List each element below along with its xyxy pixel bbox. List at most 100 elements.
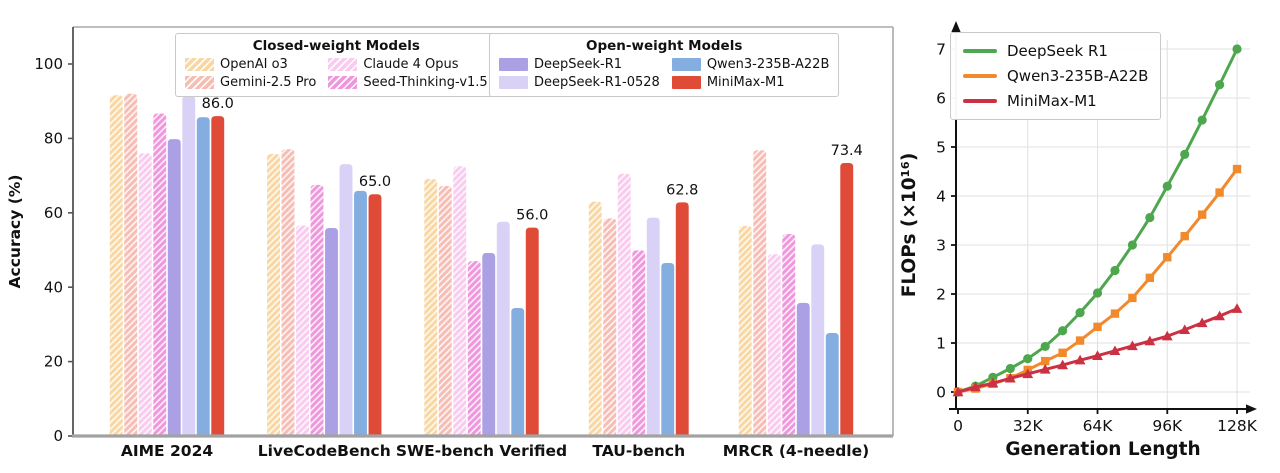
- legend-label: DeepSeek-R1-0528: [534, 75, 660, 90]
- legend-closed-weight-models: Closed-weight Models OpenAI o3 Claude 4 O…: [175, 33, 498, 97]
- marker-triangle: [1161, 330, 1173, 341]
- legend-open-weight-models: Open-weight Models DeepSeek-R1 Qwen3-235B…: [489, 33, 840, 97]
- x-axis-label: Generation Length: [1005, 439, 1200, 460]
- marker-circle: [1197, 115, 1207, 125]
- bar: [182, 95, 196, 436]
- y-tick-label: 80: [44, 130, 63, 148]
- x-tick-label: 96K: [1152, 417, 1183, 435]
- marker-triangle: [1144, 335, 1156, 346]
- y-tick-label: 0: [936, 383, 946, 401]
- bar: [467, 261, 481, 436]
- bar: [825, 332, 839, 436]
- marker-circle: [1075, 308, 1085, 318]
- bar: [525, 227, 539, 436]
- legend-item: Claude 4 Opus: [328, 57, 487, 72]
- marker-circle: [1110, 265, 1120, 276]
- marker-square: [1075, 336, 1085, 345]
- bar-value-label: 65.0: [359, 174, 391, 190]
- bar-value-label: 73.4: [831, 143, 863, 159]
- y-tick-label: 7: [936, 40, 946, 58]
- legend-item: DeepSeek-R1: [499, 57, 660, 72]
- bars-group: [109, 93, 854, 437]
- legend-label: OpenAI o3: [220, 57, 288, 72]
- legend-swatch: [328, 58, 358, 71]
- bar: [782, 234, 796, 436]
- marker-square: [1058, 348, 1067, 357]
- marker-square: [1197, 210, 1207, 219]
- bar: [588, 201, 602, 436]
- line-series: [952, 303, 1243, 397]
- bar: [310, 184, 324, 436]
- bar: [211, 116, 225, 436]
- y-tick-label: 1: [936, 334, 946, 352]
- legend-label: MiniMax-M1: [706, 75, 785, 90]
- marker-triangle: [1004, 372, 1016, 383]
- legend-item: MiniMax-M1: [671, 75, 830, 90]
- marker-triangle: [1179, 324, 1191, 334]
- bar-value-label: 56.0: [516, 208, 548, 224]
- marker-triangle: [1127, 340, 1138, 351]
- legend-item: OpenAI o3: [185, 57, 316, 72]
- annotations-group: 86.0 65.0 56.0 62.8 73.4: [202, 96, 863, 224]
- y-tick-label: 60: [44, 204, 63, 222]
- legend-line-swatch: [963, 74, 997, 78]
- legend-item: DeepSeek R1: [963, 42, 1148, 60]
- legend-item: Qwen3-235B-A22B: [671, 57, 829, 72]
- x-tick-label: 32K: [1013, 417, 1044, 435]
- marker-triangle: [1022, 368, 1034, 379]
- legend-item: Seed-Thinking-v1.5: [328, 75, 488, 90]
- category-label: AIME 2024: [121, 442, 214, 460]
- marker-triangle: [1109, 345, 1121, 356]
- category-label: LiveCodeBench: [258, 442, 391, 460]
- marker-square: [1041, 356, 1050, 366]
- marker-triangle: [1057, 359, 1069, 370]
- bar: [453, 166, 467, 437]
- bar: [167, 139, 181, 437]
- y-axis-arrow: [951, 21, 961, 32]
- bar: [354, 190, 367, 436]
- y-tick-label: 5: [936, 138, 946, 156]
- marker-circle: [1023, 354, 1033, 364]
- bar: [675, 202, 689, 436]
- y-tick-label: 100: [34, 55, 63, 73]
- bar: [603, 218, 617, 436]
- marker-triangle: [1214, 310, 1225, 321]
- bar: [109, 95, 123, 437]
- marker-circle: [1180, 149, 1190, 159]
- bar: [267, 154, 280, 437]
- legend-label: MiniMax-M1: [1007, 92, 1097, 110]
- marker-circle: [1092, 288, 1103, 298]
- bar: [368, 194, 382, 436]
- marker-circle: [1005, 363, 1015, 374]
- bar: [124, 93, 138, 436]
- bar: [840, 162, 854, 436]
- marker-circle: [1058, 326, 1068, 336]
- legend-swatch: [499, 76, 528, 89]
- category-label: MRCR (4-needle): [723, 442, 869, 460]
- x-tick-label: 0: [953, 417, 963, 435]
- marker-square: [1110, 309, 1120, 318]
- category-label: TAU-bench: [592, 442, 685, 460]
- bar: [196, 117, 210, 437]
- y-tick-label: 40: [44, 278, 63, 296]
- bar: [339, 164, 353, 436]
- bar: [325, 228, 338, 436]
- x-tick-label: 64K: [1083, 417, 1114, 435]
- legend-item: Qwen3-235B-A22B: [963, 67, 1148, 85]
- y-axis-label: FLOPs (×10¹⁶): [900, 153, 920, 298]
- legend-flops-models: DeepSeek R1 Qwen3-235B-A22B MiniMax-M1: [950, 32, 1162, 120]
- x-axis-arrow: [1246, 404, 1257, 414]
- bar-value-label: 86.0: [202, 96, 234, 112]
- y-tick-label: 0: [53, 427, 63, 445]
- benchmark-bar-chart: 0 20 40 60 80 100 Accuracy (%) 86.0 65.0 56.0 62.8…: [6, 26, 894, 460]
- bar: [617, 173, 631, 437]
- bar: [646, 217, 660, 436]
- marker-triangle: [1231, 303, 1243, 313]
- legend-label: Seed-Thinking-v1.5: [363, 75, 488, 90]
- marker-square: [1128, 293, 1137, 303]
- bar: [424, 178, 438, 436]
- bar-value-label: 62.8: [666, 182, 698, 198]
- legend-title-open: Open-weight Models: [585, 38, 743, 54]
- marker-circle: [1215, 80, 1225, 90]
- legend-item: Gemini-2.5 Pro: [185, 75, 316, 90]
